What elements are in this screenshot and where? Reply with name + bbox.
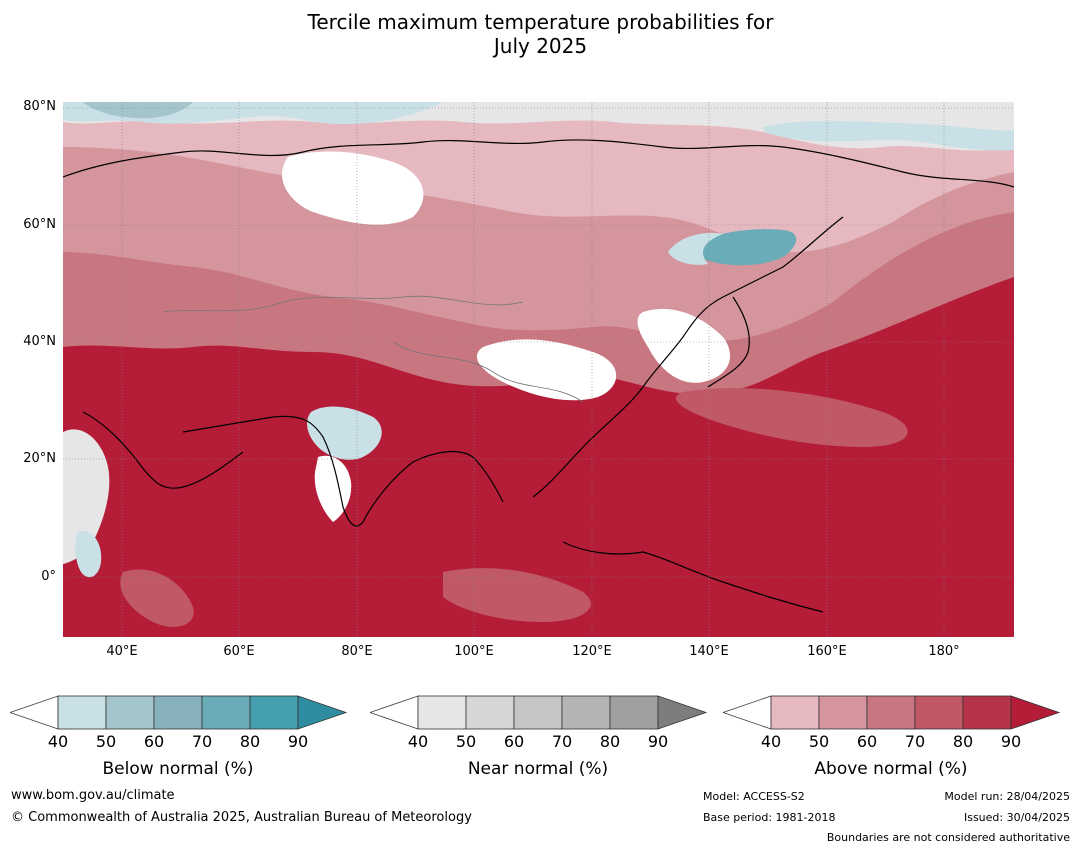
lat-label-40n: 40°N <box>23 334 56 349</box>
cbar-near-bin-4 <box>561 695 611 730</box>
region-north-lightest <box>63 102 1014 252</box>
cbar-above-tick-60: 60 <box>856 732 878 751</box>
region-pacific-light-2 <box>675 388 908 447</box>
cbar-below-ext-low <box>10 695 59 730</box>
cbar-near-bin-5 <box>609 695 659 730</box>
copyright-text: © Commonwealth of Australia 2025, Austra… <box>11 810 472 825</box>
coast-east-asia <box>532 216 844 498</box>
cbar-near-tick-80: 80 <box>599 732 621 751</box>
cbar-below-title: Below normal (%) <box>102 759 254 779</box>
cbar-below-tick-80: 80 <box>239 732 261 751</box>
lon-label-140e: 140°E <box>689 644 729 659</box>
cbar-above-ext-high <box>1010 695 1061 730</box>
coast-eurasia-north <box>63 139 1014 188</box>
cbar-above-bin-5 <box>962 695 1012 730</box>
cbar-below-tick-70: 70 <box>191 732 213 751</box>
cbar-below-tick-40: 40 <box>47 732 69 751</box>
region-siberia-below-normal <box>763 120 1014 151</box>
lat-label-20n: 20°N <box>23 451 56 466</box>
cbar-above-bin-1 <box>770 695 820 730</box>
region-india-below-normal <box>307 406 382 460</box>
cbar-near-ext-high <box>657 695 708 730</box>
model-run-date: Model run: 28/04/2025 <box>944 790 1070 803</box>
borders-central-asia <box>162 295 524 313</box>
cbar-above-title: Above normal (%) <box>814 759 968 779</box>
lon-label-180: 180° <box>928 644 960 659</box>
boundaries-disclaimer: Boundaries are not considered authoritat… <box>826 831 1070 844</box>
cbar-near-bin-2 <box>465 695 515 730</box>
colorbar-above-normal <box>723 695 1061 730</box>
lat-label-0: 0° <box>41 569 56 584</box>
lat-label-80n: 80°N <box>23 99 56 114</box>
cbar-below-ext-high <box>297 695 348 730</box>
region-okhotsk-below-normal <box>687 229 797 266</box>
coast-arabia <box>82 411 244 489</box>
region-north-china-no-signal <box>476 339 617 401</box>
region-pacific-light-1 <box>443 568 591 622</box>
cbar-below-tick-90: 90 <box>287 732 309 751</box>
lon-label-60e: 60°E <box>223 644 255 659</box>
cbar-near-tick-40: 40 <box>407 732 429 751</box>
cbar-above-bin-3 <box>866 695 916 730</box>
cbar-near-tick-70: 70 <box>551 732 573 751</box>
cbar-above-tick-50: 50 <box>808 732 830 751</box>
cbar-above-bin-4 <box>914 695 964 730</box>
cbar-above-bin-2 <box>818 695 868 730</box>
coast-maritime <box>562 541 824 613</box>
region-west-siberia-no-signal <box>282 151 424 225</box>
issued-date: Issued: 30/04/2025 <box>963 811 1070 824</box>
cbar-near-title: Near normal (%) <box>467 759 609 779</box>
cbar-near-bin-3 <box>513 695 563 730</box>
base-period: Base period: 1981-2018 <box>703 811 836 824</box>
model-name: Model: ACCESS-S2 <box>703 790 805 803</box>
cbar-below-bin-1 <box>57 695 107 730</box>
cbar-above-tick-90: 90 <box>1000 732 1022 751</box>
cbar-near-tick-50: 50 <box>455 732 477 751</box>
lon-label-100e: 100°E <box>454 644 494 659</box>
cbar-below-tick-50: 50 <box>95 732 117 751</box>
cbar-below-bin-4 <box>201 695 251 730</box>
lon-label-160e: 160°E <box>807 644 847 659</box>
map-title: Tercile maximum temperature probabilitie… <box>307 10 774 34</box>
cbar-above-tick-70: 70 <box>904 732 926 751</box>
cbar-above-ext-low <box>723 695 772 730</box>
map-subtitle: July 2025 <box>493 34 588 58</box>
cbar-below-tick-60: 60 <box>143 732 165 751</box>
probability-map <box>63 102 1014 637</box>
region-indian-ocean-light <box>120 569 194 627</box>
region-africa-below-normal <box>75 531 102 578</box>
coast-japan <box>707 296 750 388</box>
cbar-near-tick-60: 60 <box>503 732 525 751</box>
region-arabia-near-normal <box>63 429 110 564</box>
cbar-above-tick-80: 80 <box>952 732 974 751</box>
coast-south-asia <box>182 415 504 527</box>
region-arctic-below-normal-2 <box>83 102 193 119</box>
website-link[interactable]: www.bom.gov.au/climate <box>11 788 175 803</box>
colorbar-near-normal <box>370 695 708 730</box>
cbar-above-tick-40: 40 <box>760 732 782 751</box>
lat-label-60n: 60°N <box>23 217 56 232</box>
colorbar-below-normal <box>10 695 348 730</box>
lon-label-120e: 120°E <box>572 644 612 659</box>
cbar-below-bin-2 <box>105 695 155 730</box>
cbar-below-bin-3 <box>153 695 203 730</box>
cbar-near-tick-90: 90 <box>647 732 669 751</box>
cbar-near-bin-1 <box>417 695 467 730</box>
lon-label-40e: 40°E <box>106 644 138 659</box>
cbar-below-bin-5 <box>249 695 299 730</box>
lon-label-80e: 80°E <box>341 644 373 659</box>
cbar-near-ext-low <box>370 695 419 730</box>
borders-china <box>392 341 584 403</box>
